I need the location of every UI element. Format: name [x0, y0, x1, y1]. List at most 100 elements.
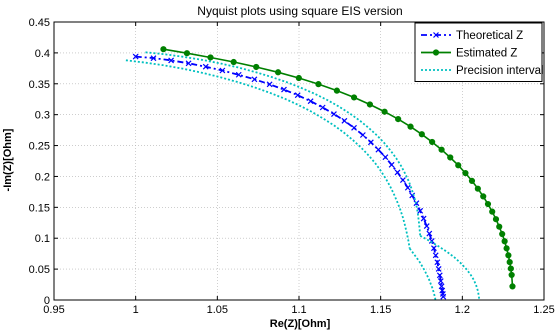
y-tick-label: 0.2	[35, 171, 50, 183]
x-marker	[388, 161, 395, 168]
y-tick-label: 0	[44, 295, 50, 307]
circle-marker	[432, 49, 440, 56]
y-tick-label: 0.4	[35, 48, 50, 60]
circle-marker	[496, 223, 503, 230]
circle-marker	[407, 123, 414, 130]
circle-marker	[438, 146, 445, 153]
circle-marker	[429, 138, 436, 146]
x-marker	[168, 57, 175, 64]
x-marker	[436, 272, 443, 279]
series-3	[145, 51, 422, 236]
circle-marker	[506, 258, 513, 266]
x-tick-label: 1	[133, 304, 139, 316]
x-marker	[266, 81, 273, 88]
circle-marker	[507, 265, 514, 272]
y-tick-label: 0.3	[35, 110, 50, 122]
x-marker	[202, 63, 209, 70]
legend-label: Estimated Z	[456, 48, 517, 60]
x-marker	[331, 111, 337, 117]
circle-marker	[501, 238, 508, 245]
plot-series	[125, 46, 516, 301]
x-marker	[341, 117, 348, 124]
series-2	[125, 59, 411, 249]
series-line	[125, 59, 411, 249]
x-marker	[432, 252, 439, 259]
x-marker	[382, 154, 389, 161]
x-marker	[435, 266, 442, 272]
circle-marker	[395, 116, 402, 123]
x-marker	[359, 132, 366, 138]
x-tick-label: 1.15	[370, 304, 391, 316]
x-tick-label: 1.2	[455, 304, 470, 316]
legend-entry: Theoretical Z	[421, 30, 523, 42]
x-marker	[423, 223, 430, 229]
circle-marker	[230, 58, 237, 66]
circle-marker	[333, 87, 340, 94]
x-marker	[294, 92, 301, 99]
x-marker	[394, 169, 401, 176]
series-4	[408, 247, 437, 301]
x-marker	[409, 192, 416, 199]
x-marker	[428, 238, 435, 244]
x-marker	[399, 177, 406, 184]
x-marker	[235, 71, 242, 78]
x-marker	[440, 293, 447, 300]
circle-marker	[492, 216, 500, 223]
axes: 0.95 1 1.05 1.1 1.15 1.2 1.25 0 0.05 0.1 0.15 0.2 0.…	[29, 17, 555, 316]
x-marker	[185, 60, 192, 67]
legend: Theoretical Z Estimated Z Precision interv…	[414, 22, 544, 82]
circle-marker	[499, 230, 506, 238]
legend-entry: Precision interval	[421, 65, 544, 77]
x-marker	[437, 278, 444, 285]
x-marker	[375, 146, 382, 153]
y-tick-label: 0.25	[29, 141, 50, 153]
circle-marker	[315, 81, 322, 88]
x-marker	[367, 139, 374, 146]
circle-marker	[160, 46, 167, 53]
y-axis-label: -Im(Z)[Ohm]	[2, 128, 14, 191]
legend-entry: Estimated Z	[421, 48, 517, 60]
circle-marker	[484, 200, 492, 208]
y-tick-label: 0.05	[29, 264, 50, 276]
x-tick-label: 0.95	[43, 304, 64, 316]
series-line	[419, 235, 481, 301]
x-marker	[420, 215, 427, 222]
series-5	[419, 235, 481, 301]
x-marker	[430, 245, 437, 252]
series-0	[132, 53, 447, 300]
x-marker	[426, 230, 433, 237]
x-tick-label: 1.25	[533, 304, 554, 316]
circle-marker	[381, 108, 388, 115]
circle-marker	[207, 54, 214, 61]
series-1	[160, 46, 516, 290]
circle-marker	[474, 185, 481, 192]
series-line	[408, 247, 437, 301]
x-marker	[251, 76, 258, 83]
circle-marker	[183, 50, 191, 57]
y-tick-label: 0.35	[29, 79, 50, 91]
circle-marker	[508, 271, 515, 279]
x-marker	[281, 86, 287, 93]
circle-marker	[447, 154, 454, 161]
x-marker	[132, 53, 139, 60]
x-marker	[307, 98, 314, 105]
circle-marker	[295, 74, 302, 82]
x-marker	[319, 104, 326, 111]
legend-label: Theoretical Z	[456, 30, 523, 42]
circle-marker	[274, 69, 282, 76]
circle-marker	[509, 283, 516, 290]
circle-marker	[489, 208, 496, 215]
legend-label: Precision interval	[456, 65, 544, 77]
x-marker	[404, 184, 411, 191]
x-marker	[150, 55, 157, 62]
x-tick-label: 1.05	[207, 304, 228, 316]
x-marker	[433, 32, 439, 38]
circle-marker	[503, 245, 510, 252]
y-tick-label: 0.45	[29, 17, 50, 29]
circle-marker	[505, 252, 512, 259]
x-marker	[219, 67, 226, 74]
circle-marker	[455, 162, 462, 169]
circle-marker	[253, 63, 260, 71]
circle-marker	[350, 94, 358, 101]
